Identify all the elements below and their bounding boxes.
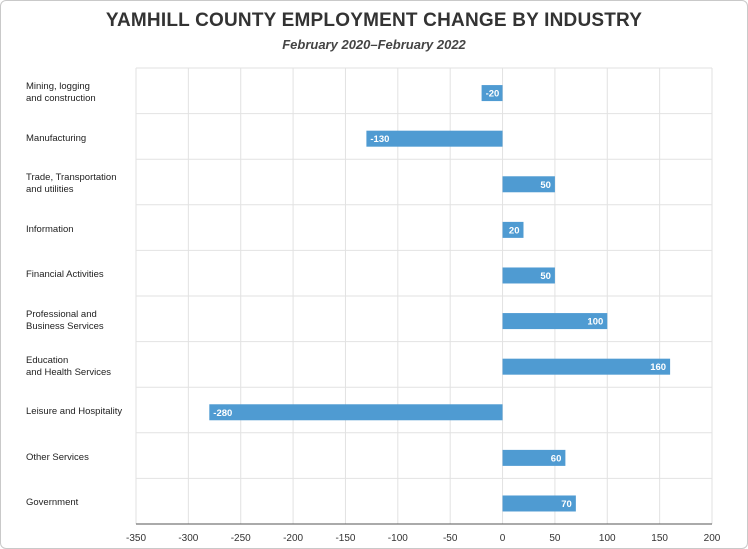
category-label: Mining, logging and construction bbox=[26, 81, 96, 105]
bar-value-label: -280 bbox=[213, 408, 232, 419]
bar bbox=[209, 404, 503, 421]
bar-value-label: 100 bbox=[587, 317, 603, 328]
category-label: Education and Health Services bbox=[26, 354, 112, 378]
bar-value-label: -130 bbox=[370, 134, 389, 145]
category-label: Government bbox=[26, 497, 79, 509]
category-label: Other Services bbox=[26, 451, 89, 463]
bar-value-label: 50 bbox=[540, 271, 551, 282]
x-tick-label: -350 bbox=[126, 533, 146, 544]
x-tick-label: 100 bbox=[599, 533, 616, 544]
x-tick-label: -200 bbox=[283, 533, 303, 544]
bar bbox=[366, 130, 503, 147]
category-label: Manufacturing bbox=[26, 132, 87, 144]
category-label: Trade, Transportation and utilities bbox=[26, 172, 117, 196]
x-tick-label: -50 bbox=[443, 533, 458, 544]
x-tick-label: 0 bbox=[500, 533, 506, 544]
bar-value-label: 70 bbox=[561, 499, 572, 510]
x-tick-label: 200 bbox=[704, 533, 721, 544]
category-label: Professional and Business Services bbox=[26, 309, 104, 333]
x-tick-label: 50 bbox=[549, 533, 561, 544]
bar bbox=[502, 495, 576, 512]
chart-title: YAMHILL COUNTY EMPLOYMENT CHANGE BY INDU… bbox=[105, 10, 643, 31]
x-tick-label: -100 bbox=[388, 533, 408, 544]
x-tick-label: -250 bbox=[231, 533, 251, 544]
bar-value-label: 20 bbox=[509, 225, 520, 236]
x-tick-label: -300 bbox=[178, 533, 198, 544]
bar bbox=[502, 267, 555, 284]
category-label: Financial Activities bbox=[26, 269, 104, 281]
x-tick-label: -150 bbox=[335, 533, 355, 544]
bar bbox=[502, 449, 566, 466]
bar-value-label: -20 bbox=[486, 89, 500, 100]
x-tick-label: 150 bbox=[651, 533, 668, 544]
category-label: Information bbox=[26, 223, 74, 235]
bar-value-label: 160 bbox=[650, 362, 666, 373]
bar-value-label: 50 bbox=[540, 180, 551, 191]
bar bbox=[502, 313, 608, 330]
bar bbox=[502, 221, 524, 238]
bar bbox=[502, 176, 555, 193]
bar-value-label: 60 bbox=[551, 453, 562, 464]
chart-subtitle: February 2020–February 2022 bbox=[282, 37, 466, 52]
category-label: Leisure and Hospitality bbox=[26, 406, 123, 418]
bar bbox=[502, 358, 671, 375]
bar bbox=[481, 85, 503, 102]
